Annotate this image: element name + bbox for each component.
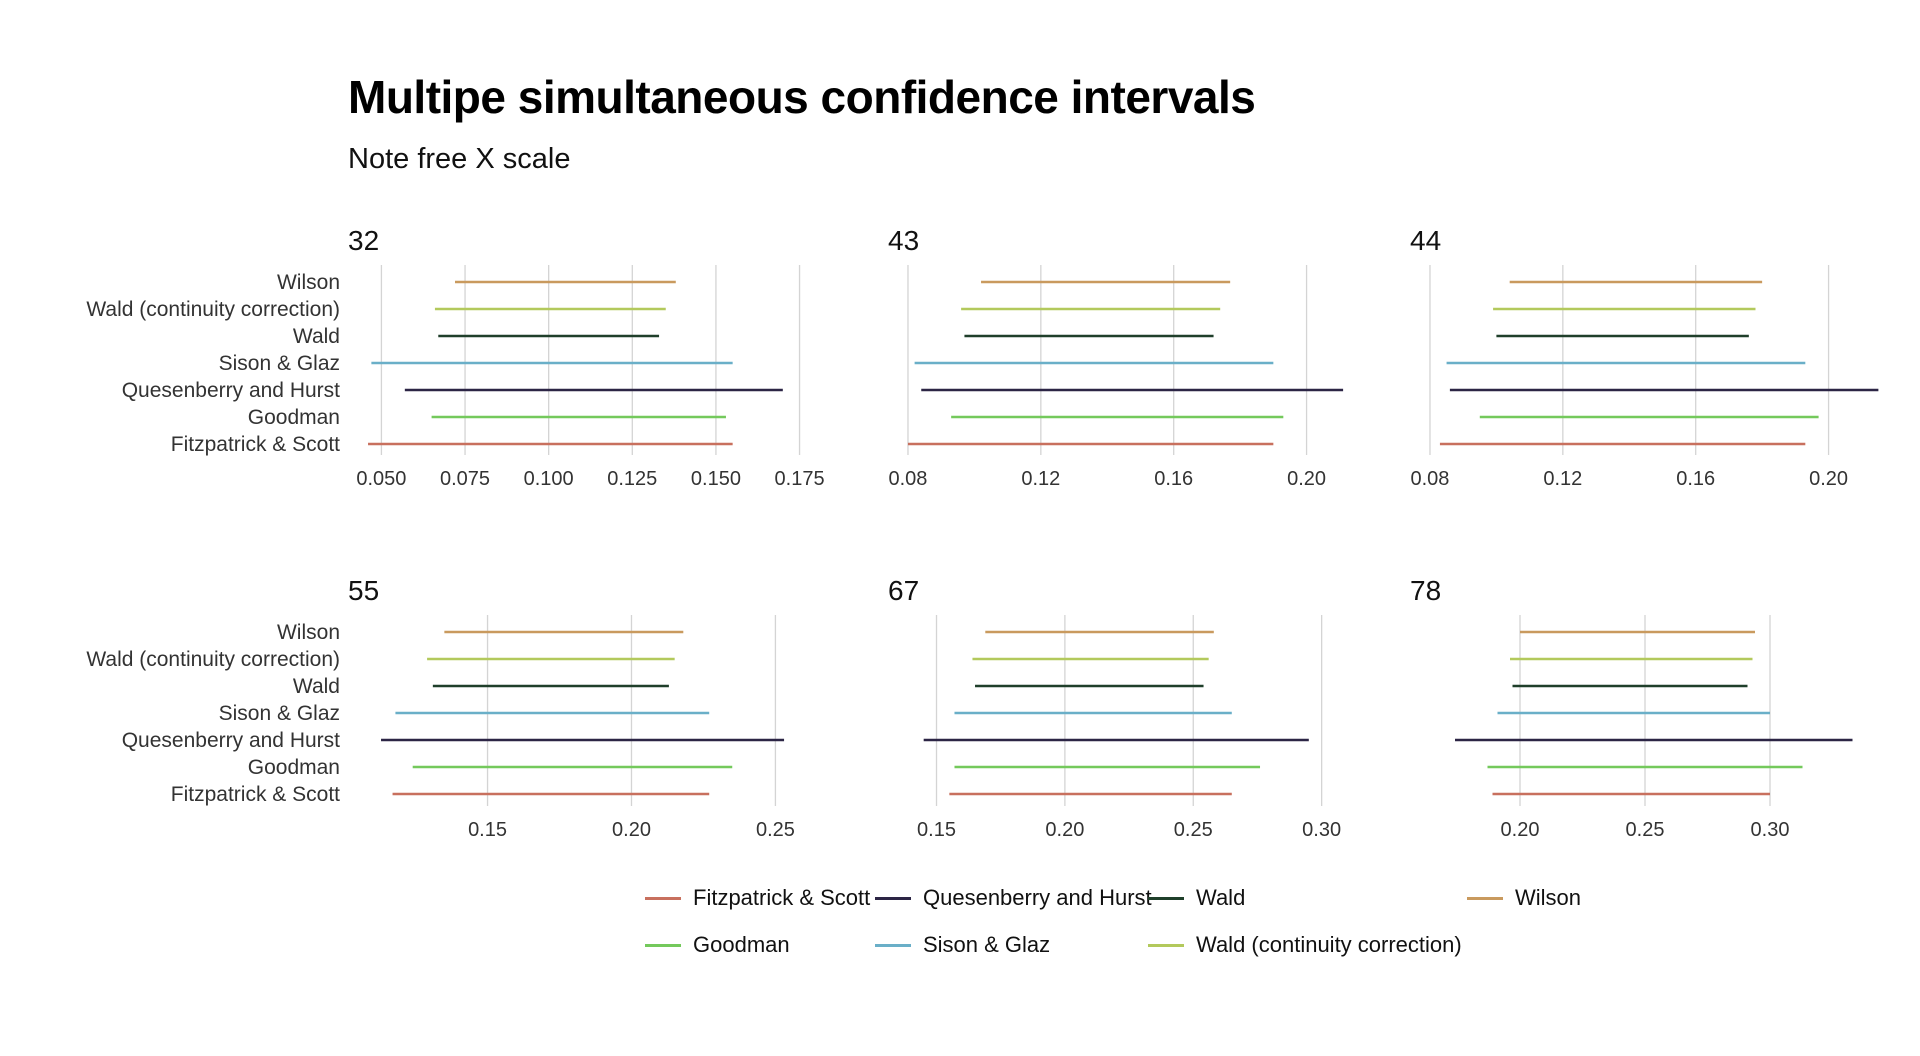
x-tick-label: 0.150 (691, 468, 741, 490)
panel-label-43: 43 (888, 225, 919, 256)
legend-item: Quesenberry and Hurst (875, 885, 1152, 911)
x-tick-label: 0.25 (1626, 819, 1665, 841)
y-tick-label: Wald (continuity correction) (86, 648, 340, 671)
x-tick-label: 0.20 (1501, 819, 1540, 841)
x-tick-label: 0.15 (468, 819, 507, 841)
legend-label: Wald (1196, 885, 1246, 910)
x-tick-label: 0.20 (1287, 468, 1326, 490)
y-tick-label: Sison & Glaz (219, 702, 340, 725)
legend-item: Wald (1148, 885, 1245, 911)
legend-swatch (875, 943, 911, 947)
y-tick-label: Wald (293, 675, 340, 698)
y-tick-label: Quesenberry and Hurst (122, 379, 340, 402)
x-tick-label: 0.25 (756, 819, 795, 841)
legend-item: Wald (continuity correction) (1148, 932, 1462, 958)
x-tick-label: 0.16 (1154, 468, 1193, 490)
x-tick-label: 0.30 (1751, 819, 1790, 841)
legend-label: Quesenberry and Hurst (923, 885, 1152, 910)
legend-swatch (875, 896, 911, 900)
y-tick-label: Wald (continuity correction) (86, 298, 340, 321)
legend-label: Goodman (693, 932, 790, 957)
x-tick-label: 0.16 (1676, 468, 1715, 490)
x-tick-label: 0.08 (1410, 468, 1449, 490)
y-tick-label: Sison & Glaz (219, 352, 340, 375)
x-tick-label: 0.08 (888, 468, 927, 490)
x-tick-label: 0.12 (1543, 468, 1582, 490)
legend-label: Sison & Glaz (923, 932, 1051, 957)
y-tick-label: Fitzpatrick & Scott (171, 433, 340, 456)
y-tick-label: Wald (293, 325, 340, 348)
x-tick-label: 0.15 (917, 819, 956, 841)
y-tick-label: Quesenberry and Hurst (122, 729, 340, 752)
x-tick-label: 0.30 (1302, 819, 1341, 841)
legend-label: Fitzpatrick & Scott (693, 885, 871, 910)
legend-swatch (1467, 896, 1503, 900)
panel-label-78: 78 (1410, 575, 1441, 606)
legend-label: Wilson (1515, 885, 1582, 910)
x-tick-label: 0.20 (612, 819, 651, 841)
y-tick-label: Wilson (277, 271, 340, 294)
legend-item: Sison & Glaz (875, 932, 1050, 958)
legend-item: Fitzpatrick & Scott (645, 885, 870, 911)
legend-label: Wald (continuity correction) (1196, 932, 1462, 957)
panel-label-32: 32 (348, 225, 379, 256)
y-tick-label: Goodman (248, 756, 340, 779)
chart-subtitle: Note free X scale (348, 143, 571, 175)
x-tick-label: 0.175 (775, 468, 825, 490)
y-tick-label: Fitzpatrick & Scott (171, 783, 340, 806)
legend-swatch (1148, 896, 1184, 900)
x-tick-label: 0.075 (440, 468, 490, 490)
x-tick-label: 0.20 (1809, 468, 1848, 490)
panel-label-55: 55 (348, 575, 379, 606)
panel-label-44: 44 (1410, 225, 1441, 256)
legend-item: Wilson (1467, 885, 1581, 911)
x-tick-label: 0.12 (1021, 468, 1060, 490)
legend-swatch (645, 896, 681, 900)
y-tick-label: Wilson (277, 621, 340, 644)
x-tick-label: 0.25 (1174, 819, 1213, 841)
legend-swatch (1148, 943, 1184, 947)
y-tick-label: Goodman (248, 406, 340, 429)
x-tick-label: 0.125 (607, 468, 657, 490)
panel-label-67: 67 (888, 575, 919, 606)
legend-swatch (645, 943, 681, 947)
legend-item: Goodman (645, 932, 790, 958)
chart-title: Multipe simultaneous confidence interval… (348, 71, 1256, 123)
x-tick-label: 0.050 (356, 468, 406, 490)
x-tick-label: 0.20 (1045, 819, 1084, 841)
x-tick-label: 0.100 (524, 468, 574, 490)
